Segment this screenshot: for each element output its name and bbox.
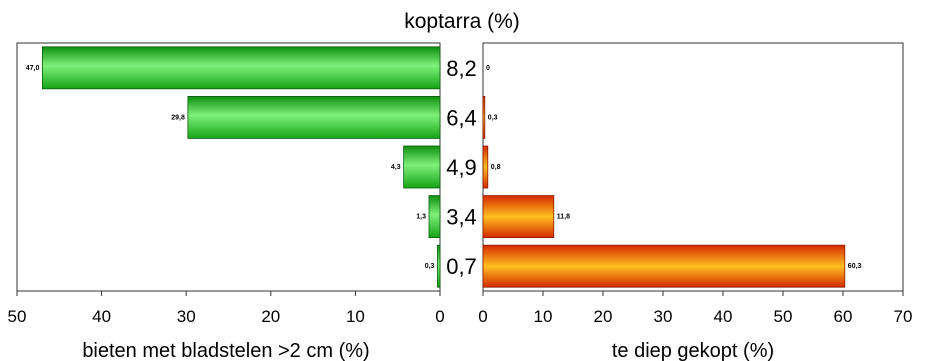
left-data-label: 4,3	[391, 164, 401, 171]
category-label: 4,9	[446, 155, 477, 180]
category-label: 6,4	[446, 105, 477, 130]
right-bar	[482, 145, 489, 189]
right-data-label: 11,8	[557, 214, 570, 221]
right-data-label: 60,3	[848, 263, 862, 270]
left-tick-label: 40	[92, 307, 111, 326]
right-tick-label: 60	[834, 307, 853, 326]
left-bar	[403, 145, 441, 189]
category-label: 3,4	[446, 205, 477, 230]
right-bar	[482, 244, 846, 288]
right-tick-label: 30	[654, 307, 673, 326]
left-tick-label: 0	[435, 307, 444, 326]
left-data-label: 47,0	[26, 65, 40, 72]
right-bar	[482, 96, 486, 139]
left-bar	[437, 244, 441, 288]
left-tick-label: 50	[8, 307, 27, 326]
category-label: 8,2	[446, 56, 477, 81]
right-data-label: 0,3	[488, 114, 498, 121]
right-data-label: 0	[486, 65, 490, 72]
right-tick-label: 50	[774, 307, 793, 326]
right-tick-label: 40	[714, 307, 733, 326]
left-tick-label: 30	[177, 307, 196, 326]
right-tick-label: 0	[478, 307, 487, 326]
right-tick-label: 70	[894, 307, 913, 326]
left-panel: 47,0 29,8 4,3 1,3 0,3 50 40 30 20 10 0 bieten met…	[8, 42, 445, 361]
left-bar	[41, 46, 441, 90]
category-label: 0,7	[446, 254, 477, 279]
right-data-label: 0,8	[491, 164, 501, 171]
left-axis-label: bieten met bladstelen >2 cm (%)	[82, 340, 369, 361]
left-data-label: 29,8	[171, 114, 185, 121]
right-axis-label: te diep gekopt (%)	[612, 340, 774, 361]
right-tick-label: 20	[594, 307, 613, 326]
left-data-label: 1,3	[416, 214, 426, 221]
right-panel: 0 0,3 0,8 11,8 60,3 0 10 20 30 40 50 60 70 te diep …	[478, 42, 913, 361]
right-tick-label: 10	[534, 307, 553, 326]
left-data-label: 0,3	[425, 263, 435, 270]
left-bar	[187, 96, 441, 139]
right-bar	[482, 195, 555, 239]
left-tick-label: 10	[346, 307, 365, 326]
chart-title: koptarra (%)	[404, 10, 520, 33]
left-tick-label: 20	[261, 307, 280, 326]
left-bar	[428, 195, 441, 239]
